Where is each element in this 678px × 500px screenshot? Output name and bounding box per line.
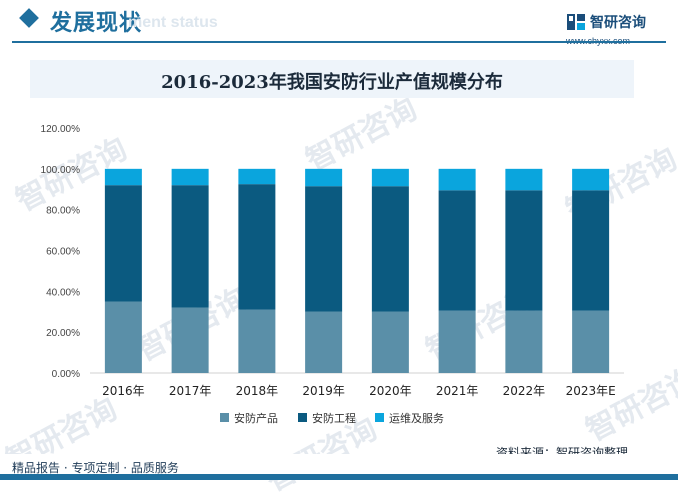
bar-segment — [505, 310, 543, 373]
y-tick-label: 0.00% — [52, 369, 80, 380]
x-tick-label: 2020年 — [369, 384, 412, 398]
bar-segment — [238, 309, 276, 373]
bar-segment — [572, 190, 610, 311]
y-tick-label: 80.00% — [46, 206, 80, 217]
x-tick-label: 2023年E — [566, 384, 616, 398]
brand-icon — [567, 14, 585, 30]
section-title: 发展现状 — [50, 11, 143, 36]
header-divider — [12, 41, 666, 43]
bar-segment — [305, 186, 343, 312]
bar-segment — [171, 185, 209, 308]
y-tick-label: 40.00% — [46, 287, 80, 298]
legend-label: 安防工程 — [312, 411, 356, 425]
legend-swatch — [375, 413, 384, 422]
stacked-bar-chart: 0.00% 20.00% 40.00% 60.00% 80.00% 100.00% 120.… — [41, 124, 624, 425]
bar-segment — [371, 311, 409, 373]
x-tick-label: 2022年 — [503, 384, 546, 398]
legend-label: 运维及服务 — [389, 412, 444, 425]
bar-segment — [438, 168, 476, 191]
chart-title-box: 2016-2023年我国安防行业产值规模分布 — [30, 60, 634, 98]
bar-segment — [171, 168, 209, 186]
x-tick-label: 2018年 — [236, 384, 279, 398]
bar-segment — [171, 307, 209, 373]
footer-bar — [0, 474, 678, 480]
bar-segment — [238, 168, 276, 185]
x-tick-label: 2016年 — [102, 384, 145, 398]
legend-swatch — [298, 413, 307, 422]
legend-label: 安防产品 — [234, 411, 278, 425]
bar-segment — [305, 311, 343, 373]
y-tick-label: 20.00% — [46, 328, 80, 339]
y-tick-label: 120.00% — [41, 124, 81, 135]
y-tick-label: 100.00% — [41, 165, 81, 176]
bar-segment — [505, 190, 543, 311]
bar-segment — [104, 168, 142, 186]
brand-name: 智研咨询 — [590, 15, 646, 31]
bar-segment — [104, 185, 142, 302]
bar-segment — [104, 301, 142, 373]
footer-text: 精品报告 · 专项定制 · 品质服务 — [12, 461, 179, 475]
section-subtitle: ment status — [128, 14, 218, 31]
bar-segment — [572, 168, 610, 191]
bar-segment — [371, 186, 409, 312]
chart-title: 2016-2023年我国安防行业产值规模分布 — [161, 72, 503, 93]
bar-segment — [438, 310, 476, 373]
bar-segment — [438, 190, 476, 311]
y-tick-label: 60.00% — [46, 247, 80, 258]
bar-segment — [371, 168, 409, 187]
section-header: 发展现状 ment status 智研咨询 www.chyxx.com — [0, 0, 678, 46]
x-tick-label: 2021年 — [436, 384, 479, 398]
legend-swatch — [220, 413, 229, 422]
x-tick-label: 2017年 — [169, 384, 212, 398]
bar-segment — [572, 310, 610, 373]
bar-segment — [238, 184, 276, 310]
x-tick-label: 2019年 — [302, 384, 345, 398]
bar-segment — [505, 168, 543, 191]
bar-segment — [305, 168, 343, 187]
